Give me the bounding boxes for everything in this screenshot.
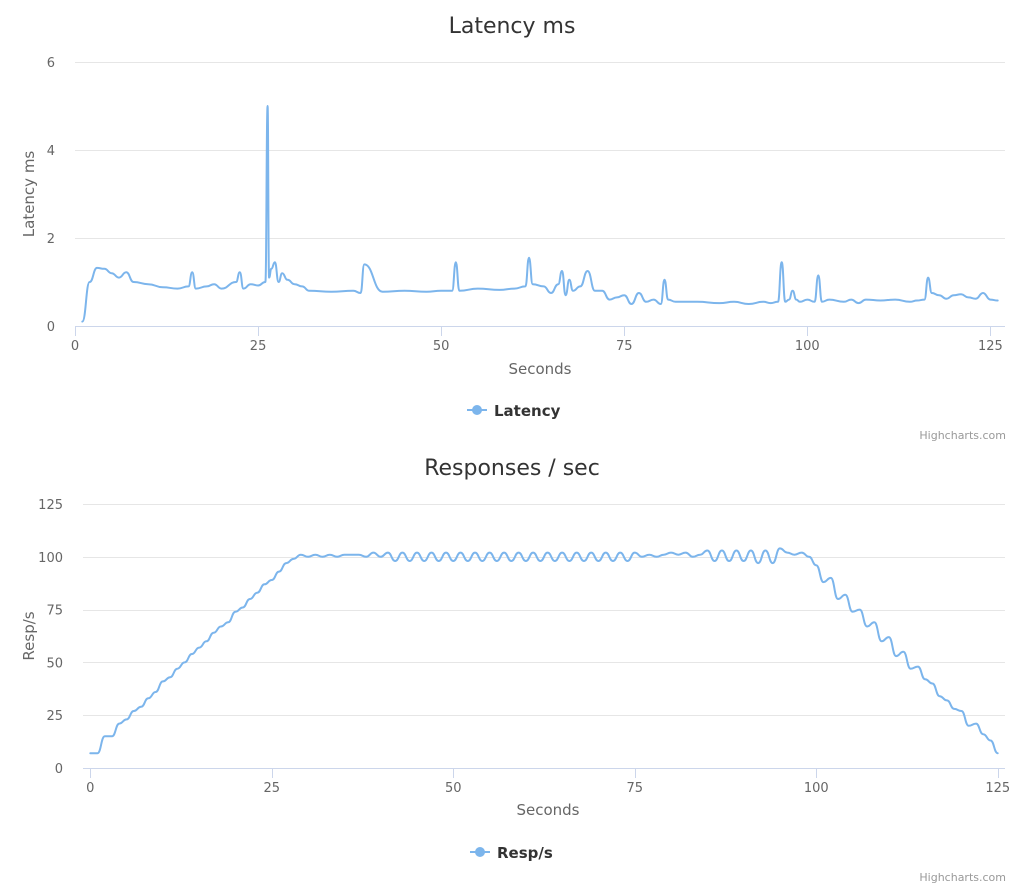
x-tick-label: 0 (86, 781, 94, 796)
x-tick-label: 50 (433, 339, 450, 354)
credits-link[interactable]: Highcharts.com (919, 429, 1006, 442)
chart-title: Latency ms (449, 14, 576, 39)
y-tick-label: 4 (47, 144, 55, 159)
responses-chart: Responses / sec 0 25 50 75 100 125 0 25 50 75 100… (20, 456, 1010, 884)
legend-item-latency[interactable]: Latency (467, 402, 561, 420)
y-tick-label: 125 (38, 498, 63, 513)
y-gridlines (75, 62, 1005, 239)
y-tick-label: 75 (46, 604, 63, 619)
x-tick-labels: 0 25 50 75 100 125 (71, 326, 1003, 354)
y-tick-label: 2 (47, 232, 55, 247)
x-axis-title: Seconds (516, 801, 579, 819)
x-tick-label: 25 (250, 339, 267, 354)
y-tick-labels: 0 2 4 6 (47, 56, 55, 335)
y-axis-title: Latency ms (20, 151, 38, 238)
credits-link[interactable]: Highcharts.com (919, 871, 1006, 884)
y-axis-title: Resp/s (20, 611, 38, 660)
y-tick-labels: 0 25 50 75 100 125 (38, 498, 63, 777)
legend-label: Latency (494, 402, 561, 420)
y-tick-label: 6 (47, 56, 55, 71)
y-tick-label: 0 (55, 762, 63, 777)
y-tick-label: 100 (38, 551, 63, 566)
y-tick-label: 0 (47, 320, 55, 335)
y-tick-label: 50 (46, 656, 63, 671)
x-tick-label: 75 (626, 781, 643, 796)
y-tick-label: 25 (46, 709, 63, 724)
x-tick-labels: 0 25 50 75 100 125 (86, 768, 1010, 796)
x-tick-label: 125 (985, 781, 1010, 796)
legend-marker-icon (475, 847, 485, 857)
x-tick-label: 100 (795, 339, 820, 354)
x-tick-label: 125 (978, 339, 1003, 354)
x-tick-label: 0 (71, 339, 79, 354)
y-gridlines (83, 504, 1005, 716)
latency-series-line[interactable] (81, 105, 999, 323)
x-tick-label: 25 (263, 781, 280, 796)
legend-label: Resp/s (497, 844, 553, 862)
x-tick-label: 75 (616, 339, 633, 354)
latency-chart: Latency ms 0 2 4 6 0 25 50 75 100 125 Seconds La… (20, 14, 1006, 442)
x-tick-label: 50 (445, 781, 462, 796)
legend-marker-icon (472, 405, 482, 415)
legend-item-resp[interactable]: Resp/s (470, 844, 553, 862)
resp-series-line[interactable] (89, 547, 999, 755)
x-tick-label: 100 (804, 781, 829, 796)
x-axis-title: Seconds (508, 360, 571, 378)
chart-title: Responses / sec (424, 456, 600, 481)
